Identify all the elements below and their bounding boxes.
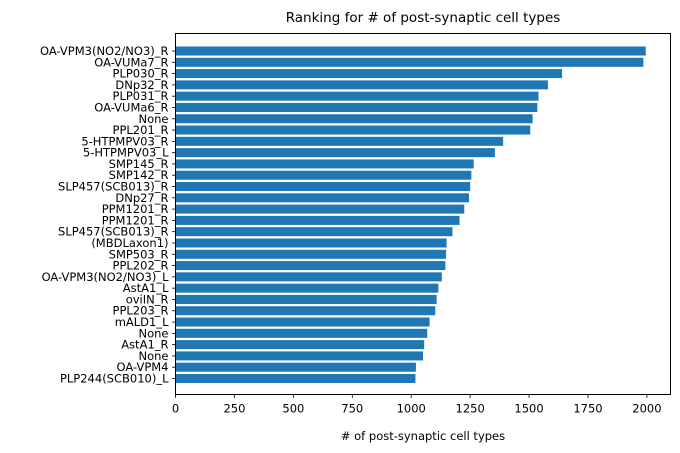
x-tick-label: 1250 [456, 402, 485, 416]
y-tick-label: OA-VPM4 [117, 360, 169, 374]
y-tick-label: DNp27_R [115, 191, 168, 205]
y-tick-label: PPL201_R [113, 123, 169, 137]
bar [175, 159, 474, 169]
bar [175, 80, 548, 90]
bar [175, 57, 644, 67]
bar [175, 294, 437, 304]
x-axis-label: # of post-synaptic cell types [341, 429, 505, 443]
y-tick-label: PPM1201_R [102, 202, 169, 216]
y-tick-label: None [138, 326, 168, 340]
x-tick-label: 1500 [514, 402, 543, 416]
y-tick-label: OA-VUMa6_R [94, 100, 168, 114]
bar [175, 114, 533, 124]
bar [175, 249, 447, 259]
bar [175, 125, 531, 135]
y-tick-labels: OA-VPM3(NO2/NO3)_ROA-VUMa7_RPLP030_RDNp3… [40, 44, 169, 386]
y-tick-label: AstA1_R [121, 338, 168, 352]
bar [175, 46, 646, 56]
bar [175, 193, 469, 203]
x-tick-label: 2000 [632, 402, 661, 416]
x-tick-label: 750 [341, 402, 363, 416]
x-tick-label: 1000 [397, 402, 426, 416]
y-tick-label: (MBDLaxon1) [91, 236, 168, 250]
y-tick-label: SMP503_R [109, 247, 169, 261]
bar [175, 351, 423, 361]
bar [175, 227, 453, 237]
y-tick-label: 5-HTPMPV03_L [83, 146, 169, 160]
bar [175, 69, 563, 79]
bar [175, 317, 430, 327]
y-tick-label: PLP030_R [113, 67, 169, 81]
bar [175, 170, 472, 180]
bar [175, 373, 416, 384]
bar [175, 328, 428, 338]
y-tick-label: PPL203_R [113, 304, 169, 318]
plot-frame [175, 33, 671, 395]
y-tick-label: PLP031_R [113, 89, 169, 103]
bar [175, 91, 539, 101]
y-tick-label: SLP457(SCB013)_R [58, 180, 168, 194]
bar [175, 340, 425, 350]
bar [175, 204, 465, 214]
bar [175, 238, 447, 248]
x-tick-label: 250 [223, 402, 245, 416]
y-tick-label: OA-VPM3(NO2/NO3)_L [42, 270, 170, 284]
x-tick-label: 0 [172, 402, 179, 416]
y-tick-label: 5-HTPMPV03_R [81, 134, 168, 148]
y-tick-label: AstA1_L [123, 281, 169, 295]
bar [175, 148, 495, 158]
x-ticks: 0 250 500 750 1000 1250 1500 1750 2000 [172, 394, 662, 416]
y-tick-label: SMP142_R [109, 168, 169, 182]
bar [175, 102, 538, 112]
bar [175, 136, 504, 146]
x-tick-label: 1750 [573, 402, 602, 416]
y-tick-label: None [138, 112, 168, 126]
y-tick-label: mALD1_L [115, 315, 169, 329]
bar [175, 215, 460, 225]
bar [175, 182, 471, 192]
y-tick-label: SMP145_R [109, 157, 169, 171]
bar [175, 362, 416, 372]
x-tick-label: 500 [282, 402, 304, 416]
chart-title: Ranking for # of post-synaptic cell type… [286, 10, 561, 26]
y-tick-label: DNp32_R [115, 78, 168, 92]
bars-group [175, 46, 646, 384]
bar [175, 283, 439, 293]
bar [175, 272, 442, 282]
y-tick-label: PPL202_R [113, 259, 169, 273]
y-tick-label: PPM1201_R [102, 213, 169, 227]
y-tick-label: PLP244(SCB010)_L [60, 372, 169, 386]
y-tick-label: None [138, 349, 168, 363]
y-tick-label: OA-VUMa7_R [94, 55, 168, 69]
y-tick-label: SLP457(SCB013)_R [58, 225, 168, 239]
y-tick-label: oviIN_R [126, 292, 169, 306]
bar [175, 261, 446, 271]
y-ticks [172, 50, 176, 379]
y-tick-label: OA-VPM3(NO2/NO3)_R [40, 44, 169, 58]
bar [175, 306, 436, 316]
